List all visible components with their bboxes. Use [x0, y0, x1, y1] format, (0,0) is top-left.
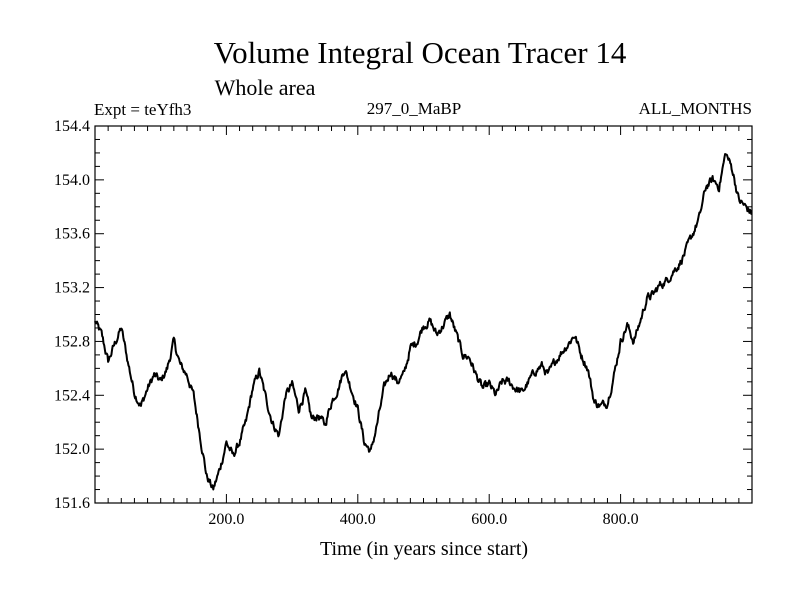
x-tick-label: 600.0: [471, 511, 507, 528]
y-tick-label: 153.2: [54, 280, 90, 297]
y-tick-label: 152.8: [54, 333, 90, 350]
y-tick-label: 152.4: [54, 387, 90, 404]
y-axis: 151.6 152.0 152.4 152.8 153.2 153.6 154.0 154.4: [54, 118, 752, 512]
chart-title: Volume Integral Ocean Tracer 14: [214, 35, 627, 70]
run-label: 297_0_MaBP: [367, 99, 461, 118]
x-tick-label: 200.0: [208, 511, 244, 528]
y-tick-label: 151.6: [54, 495, 90, 512]
y-tick-label: 152.0: [54, 441, 90, 458]
plot-frame: [94, 125, 753, 504]
x-axis-label: Time (in years since start): [320, 538, 528, 560]
experiment-label: Expt = teYfh3: [94, 100, 191, 119]
y-tick-label: 154.0: [54, 172, 90, 189]
data-series-line: [94, 153, 753, 491]
x-tick-label: 400.0: [340, 511, 376, 528]
y-tick-label: 153.6: [54, 226, 90, 243]
chart-subtitle: Whole area: [215, 75, 316, 100]
x-axis: 200.0 400.0 600.0 800.0: [107, 126, 740, 528]
x-tick-label: 800.0: [603, 511, 639, 528]
y-tick-label: 154.4: [54, 118, 90, 135]
months-label: ALL_MONTHS: [639, 99, 752, 118]
